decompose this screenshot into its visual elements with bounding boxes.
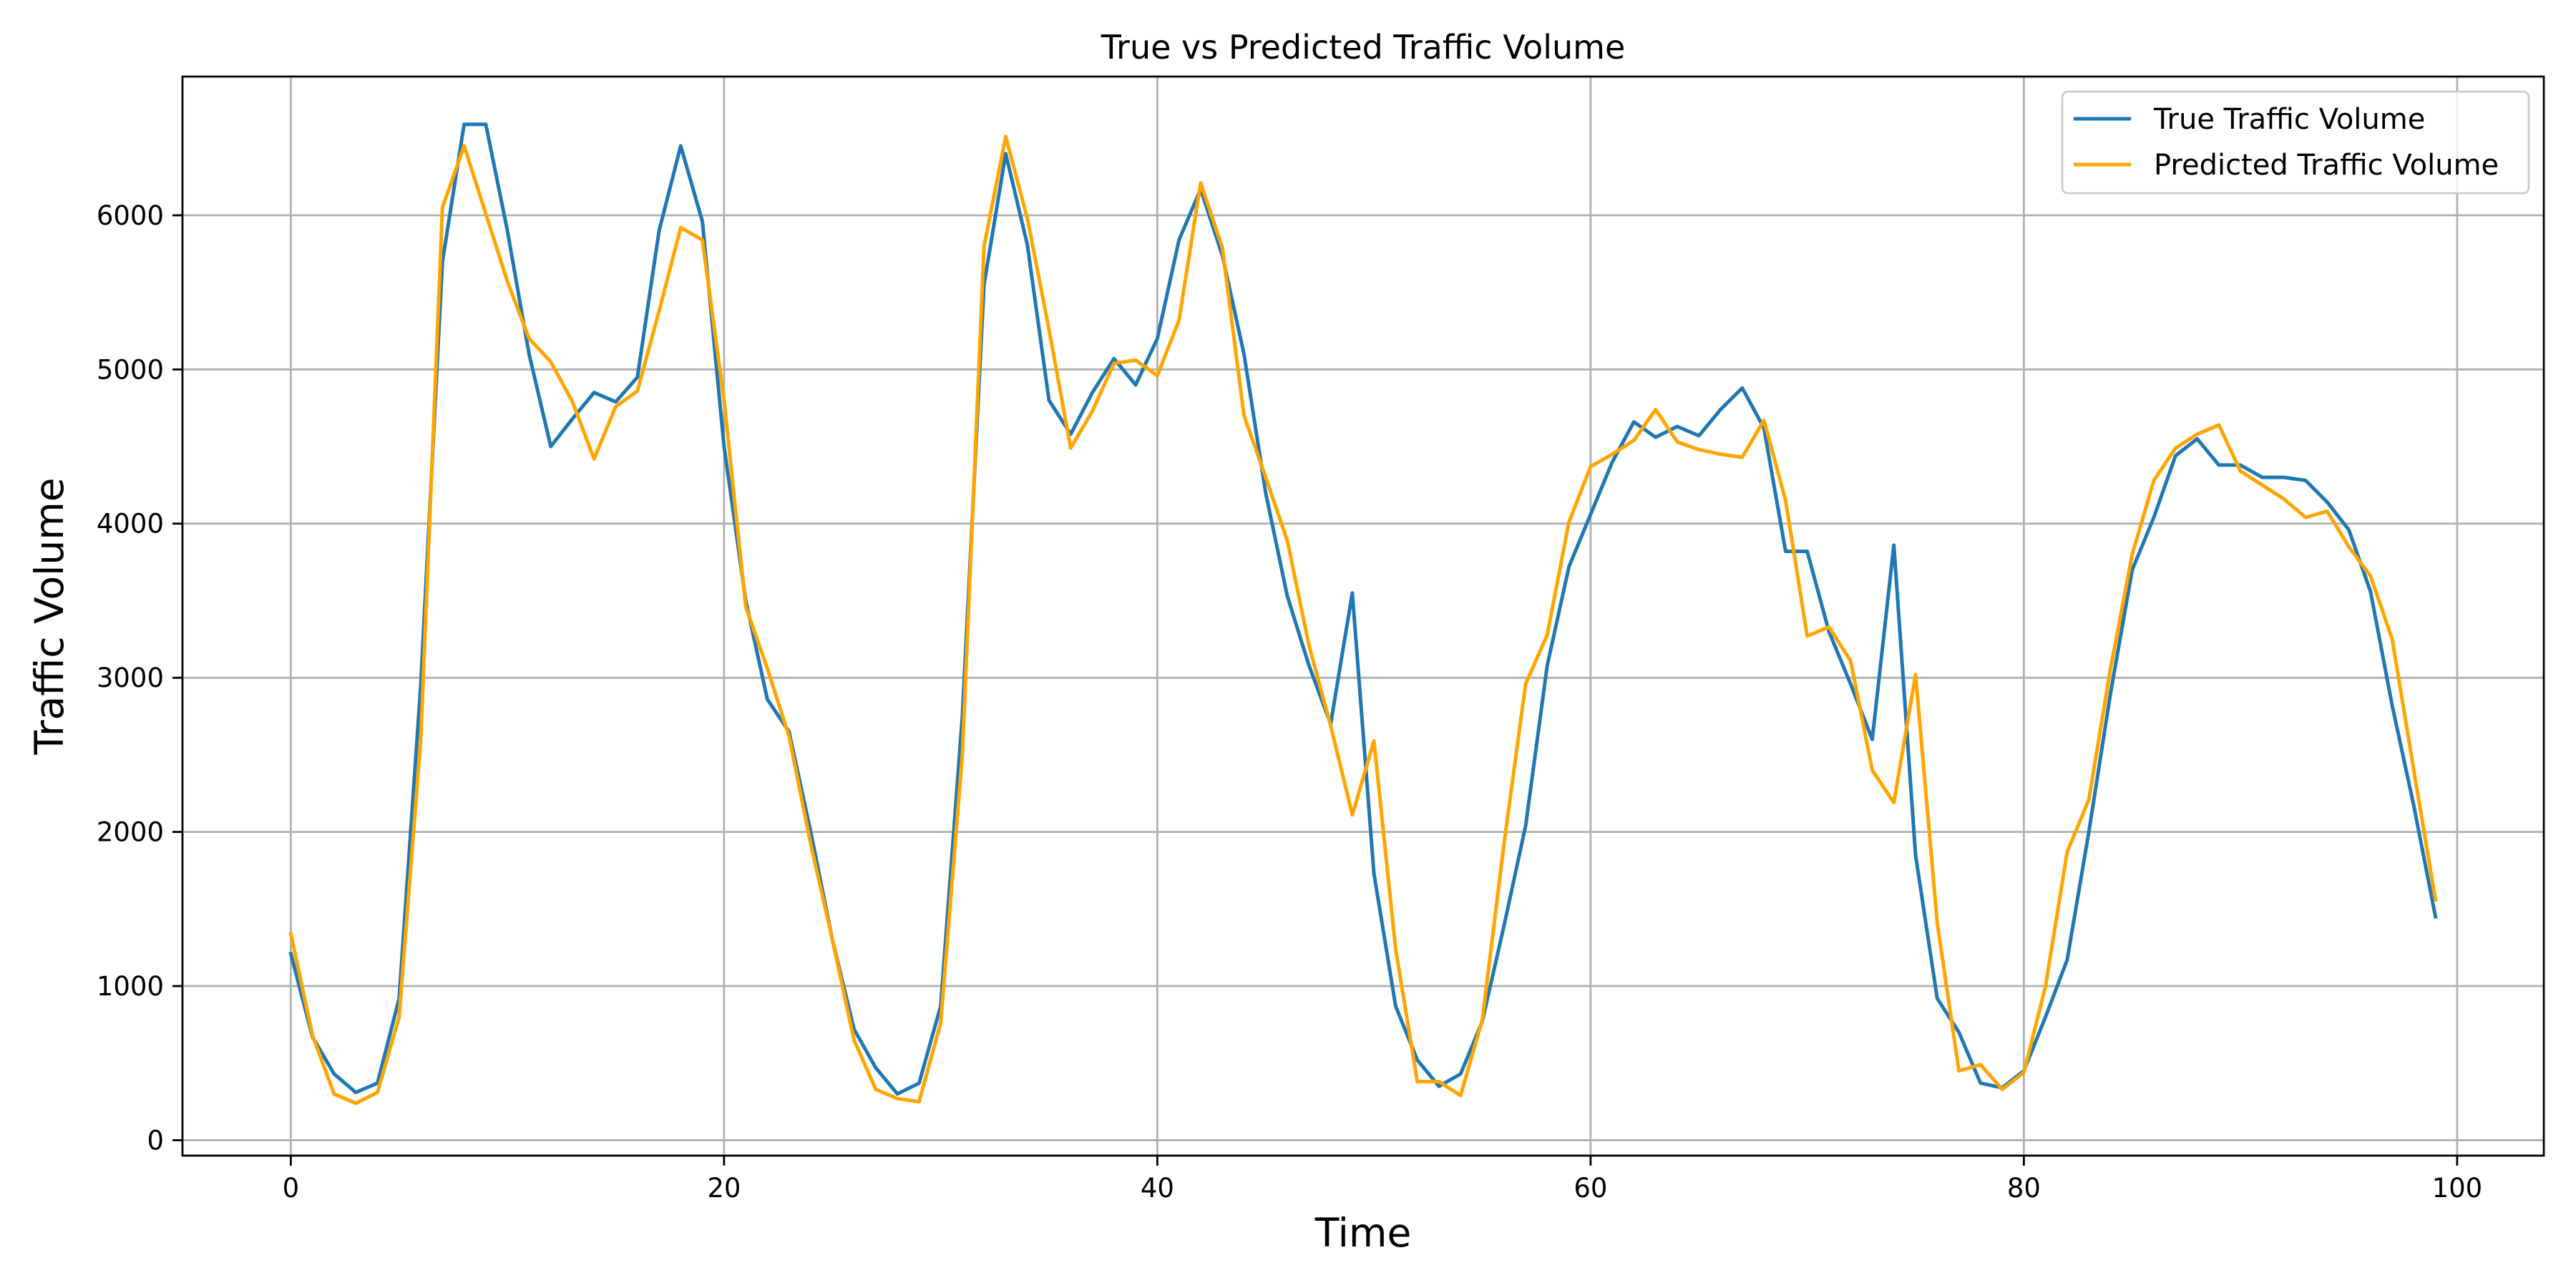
legend-box — [2061, 90, 2530, 195]
x-tick-label: 0 — [283, 1173, 300, 1204]
x-tick-label: 80 — [2007, 1173, 2041, 1204]
y-tick-label: 5000 — [97, 354, 164, 385]
y-tick-label: 1000 — [97, 971, 164, 1002]
chart-title: True vs Predicted Traffic Volume — [1101, 28, 1626, 67]
series-lines — [288, 122, 2438, 1106]
y-tick-label: 0 — [147, 1125, 164, 1156]
legend: True Traffic Volume Predicted Traffic Vol… — [2061, 90, 2530, 195]
legend-label-predicted: Predicted Traffic Volume — [2154, 149, 2499, 182]
x-tick-label: 60 — [1574, 1173, 1607, 1204]
x-tick-label: 20 — [707, 1173, 741, 1204]
y-tick-label: 3000 — [97, 663, 164, 693]
series-line-predicted — [288, 135, 2438, 1106]
x-tick-label: 40 — [1141, 1173, 1174, 1204]
y-tick-label: 6000 — [97, 200, 164, 231]
y-tick-label: 2000 — [97, 817, 164, 848]
x-axis-label: Time — [1314, 1210, 1412, 1256]
plot-frame — [181, 75, 2545, 1157]
y-tick-label: 4000 — [97, 509, 164, 540]
x-tick-label: 100 — [2432, 1173, 2483, 1204]
y-axis-label: Traffic Volume — [26, 477, 72, 755]
legend-label-true: True Traffic Volume — [2153, 103, 2425, 136]
series-line-true — [288, 122, 2438, 1096]
